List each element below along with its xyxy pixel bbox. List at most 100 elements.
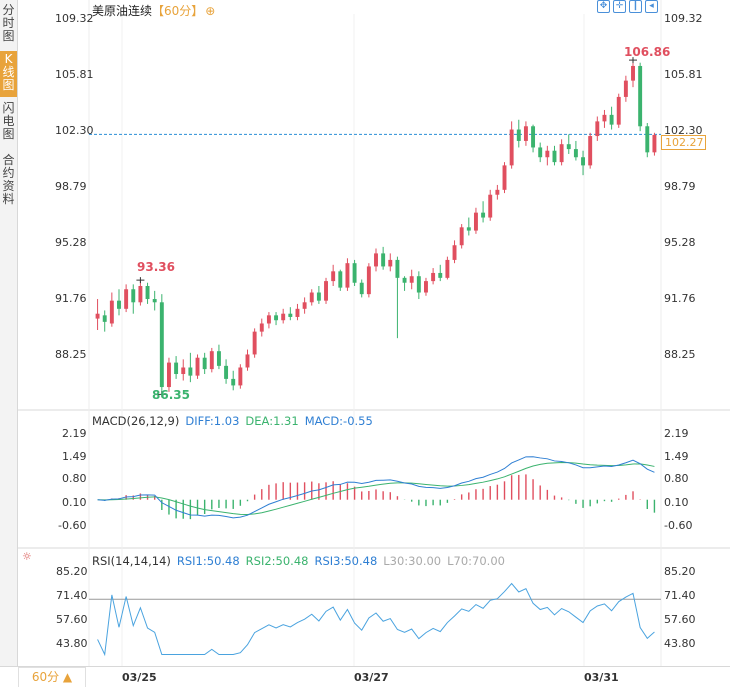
- candle-body: [245, 354, 250, 368]
- candle-body: [609, 114, 614, 125]
- candle-body: [166, 362, 171, 388]
- rsi-axis-right-label: 43.80: [664, 637, 696, 650]
- vertical-line-icon[interactable]: ┃: [629, 0, 642, 13]
- date-label: 03/27: [354, 671, 389, 684]
- macd-axis-right-label: 0.80: [664, 472, 689, 485]
- price-axis-left-label: 88.25: [55, 348, 87, 361]
- candle-body: [566, 144, 571, 150]
- local-high-label: 93.36: [137, 260, 175, 274]
- macd-axis-left-label: 0.80: [62, 472, 87, 485]
- candle-body: [109, 300, 114, 324]
- candle-body: [545, 150, 550, 158]
- macd-diff-value: DIFF:1.03: [185, 414, 240, 428]
- price-axis-right-label: 109.32: [664, 12, 703, 25]
- price-axis-left-label: 95.28: [55, 236, 87, 249]
- tab-kline-chart[interactable]: K线图: [0, 51, 17, 97]
- candle-body: [95, 313, 100, 319]
- candle-body: [531, 126, 536, 148]
- chart-title: 美原油连续【60分】 ⊕: [92, 2, 215, 19]
- candle-body: [616, 96, 621, 125]
- candle-body: [288, 313, 293, 317]
- crosshair-expand-icon[interactable]: ✥: [597, 0, 610, 13]
- bottom-bar: 60分 ▲ 03/25 03/27 03/31: [0, 666, 730, 687]
- candle-body: [366, 266, 371, 295]
- candle-body: [652, 134, 657, 153]
- candle-body: [374, 253, 378, 267]
- price-axis-left-label: 109.32: [55, 12, 94, 25]
- diff-line: [97, 456, 655, 519]
- candle-body: [424, 281, 428, 293]
- macd-dea-value: DEA:1.31: [245, 414, 299, 428]
- rsi-axis-right-label: 85.20: [664, 565, 696, 578]
- rsi-title: RSI(14,14,14): [92, 554, 171, 568]
- back-arrow-icon[interactable]: ◂: [645, 0, 658, 13]
- candle-body: [473, 212, 478, 231]
- price-axis-right-label: 98.79: [664, 180, 696, 193]
- tab-flash-chart[interactable]: 闪电图: [2, 101, 15, 141]
- candle-body: [538, 147, 543, 158]
- low-price-label: 86.35: [152, 388, 190, 402]
- candle-body: [388, 259, 393, 267]
- candle-body: [623, 80, 628, 97]
- candle-body: [181, 367, 186, 375]
- candle-body: [174, 362, 179, 375]
- price-axis-right-label: 102.30: [664, 124, 703, 137]
- macd-axis-right-label: 0.10: [664, 496, 689, 509]
- candle-body: [438, 272, 443, 278]
- candle-body: [395, 259, 400, 278]
- price-axis-left-label: 105.81: [55, 68, 94, 81]
- candle-body: [509, 129, 514, 166]
- rsi-axis-right-label: 57.60: [664, 613, 696, 626]
- candle-body: [602, 114, 607, 122]
- candle-body: [552, 150, 557, 163]
- candle-body: [131, 289, 136, 303]
- candle-body: [331, 271, 336, 282]
- plus-circle-icon[interactable]: ⊕: [205, 4, 216, 18]
- sun-gear-icon[interactable]: ☼: [22, 550, 32, 563]
- price-axis-left-label: 98.79: [55, 180, 87, 193]
- macd-axis-right-label: 1.49: [664, 450, 689, 463]
- candle-body: [581, 157, 586, 166]
- candle-body: [259, 323, 264, 332]
- candle-body: [359, 282, 364, 295]
- candle-body: [516, 129, 521, 141]
- candle-body: [316, 292, 321, 301]
- tab-timeshare-chart[interactable]: 分时图: [2, 3, 15, 43]
- price-axis-right-label: 95.28: [664, 236, 696, 249]
- candle-body: [481, 212, 486, 218]
- macd-axis-left-label: 0.10: [62, 496, 87, 509]
- macd-axis-left-label: -0.60: [58, 519, 87, 532]
- candle-body: [466, 227, 471, 231]
- high-price-label: 106.86: [624, 45, 671, 59]
- candle-body: [445, 259, 450, 278]
- candle-body: [409, 276, 414, 283]
- candle-body: [345, 263, 350, 288]
- sidebar: 分时图 K线图 闪电图 合约资料: [0, 0, 18, 666]
- candle-body: [324, 281, 328, 301]
- rsi-axis-left-label: 85.20: [56, 565, 88, 578]
- crosshair-shrink-icon[interactable]: ✛: [613, 0, 626, 13]
- candle-body: [138, 285, 143, 303]
- candle-body: [202, 357, 207, 370]
- candle-body: [488, 194, 493, 218]
- rsi-l70-value: L70:70.00: [447, 554, 505, 568]
- candle-body: [381, 253, 386, 267]
- macd-title: MACD(26,12,9): [92, 414, 180, 428]
- rsi3-value: RSI3:50.48: [314, 554, 378, 568]
- rsi-axis-left-label: 57.60: [56, 613, 88, 626]
- candle-body: [159, 302, 164, 388]
- rsi2-value: RSI2:50.48: [245, 554, 309, 568]
- rsi-axis-right-label: 71.40: [664, 589, 696, 602]
- candle-body: [416, 276, 421, 293]
- period-select[interactable]: 60分 ▲: [18, 667, 86, 687]
- chart-canvas[interactable]: [18, 0, 730, 666]
- candle-body: [152, 299, 157, 303]
- price-axis-right-label: 91.76: [664, 292, 696, 305]
- candle-body: [645, 126, 650, 153]
- candle-body: [145, 285, 150, 300]
- tab-contract-info[interactable]: 合约资料: [2, 153, 15, 206]
- price-axis-right-label: 88.25: [664, 348, 696, 361]
- candle-body: [338, 271, 343, 288]
- rsi1-value: RSI1:50.48: [176, 554, 240, 568]
- candle-body: [224, 365, 229, 379]
